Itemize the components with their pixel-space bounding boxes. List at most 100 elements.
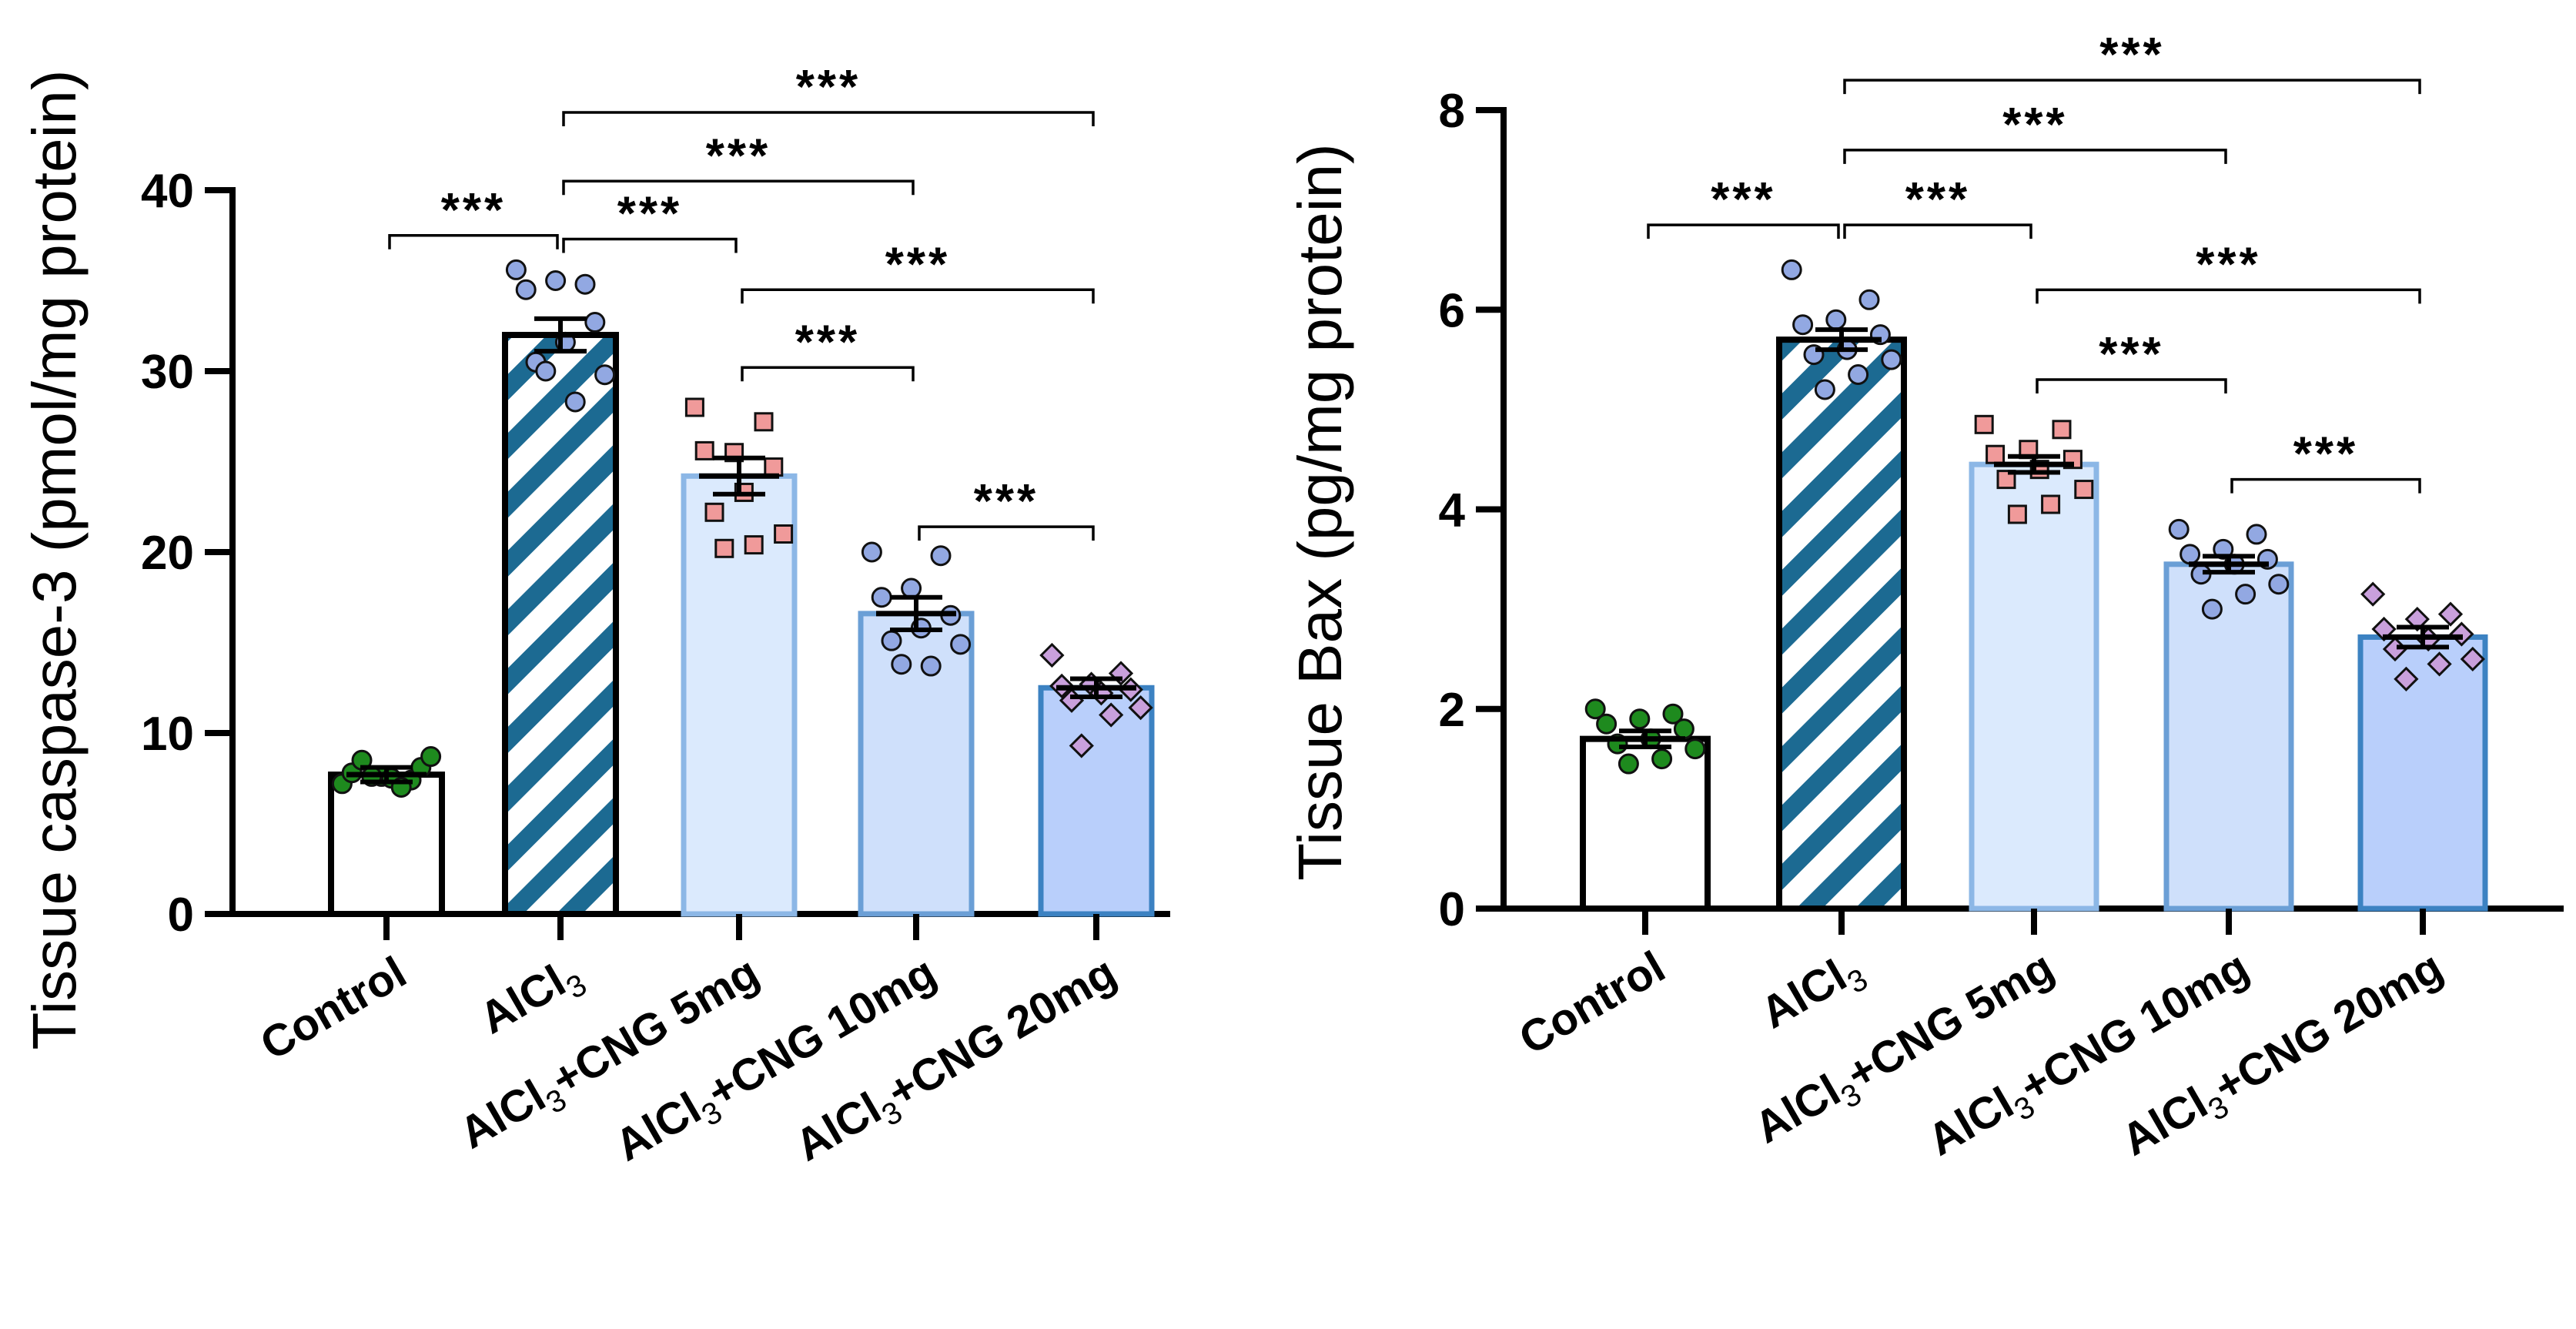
x-category-label: Control	[1510, 942, 1673, 1064]
significance-label: ***	[2293, 428, 2358, 481]
data-point	[1629, 708, 1651, 730]
data-point	[1684, 738, 1706, 760]
x-category-label: AlCl3	[471, 947, 592, 1050]
data-point	[1596, 713, 1618, 735]
data-point	[594, 364, 616, 386]
x-category-label: AlCl3	[1752, 942, 1873, 1045]
data-point	[1974, 414, 1994, 434]
data-point	[694, 440, 714, 460]
category-label-base: AlCl	[1919, 1077, 2022, 1165]
data-point	[584, 312, 606, 333]
data-point	[545, 270, 567, 291]
y-tick-label: 20	[141, 527, 194, 580]
significance-bracket	[1843, 149, 2227, 164]
x-category-label: AlCl3+CNG 20mg	[787, 947, 1128, 1177]
data-point	[774, 524, 794, 544]
category-label-base: AlCl	[471, 956, 574, 1043]
data-point	[2246, 524, 2267, 545]
significance-bracket	[562, 179, 915, 196]
data-point	[2201, 598, 2223, 620]
bax-panel: Tissue Bax (pg/mg protein) 0 2 4 6 8 Control Al…	[1286, 28, 2564, 1172]
y-axis-title: Tissue caspase-3 (pmol/mg protein)	[20, 69, 89, 1049]
significance-bracket	[741, 366, 915, 382]
significance-bracket	[562, 111, 1095, 126]
x-category-label: AlCl3+CNG 10mg	[607, 947, 948, 1177]
data-point	[1584, 698, 1606, 720]
data-point	[901, 577, 922, 599]
significance-label: ***	[1905, 173, 1970, 226]
data-point	[2180, 544, 2201, 565]
data-point	[420, 746, 442, 768]
data-point	[754, 412, 774, 432]
y-tick-label: 40	[141, 165, 194, 218]
data-point	[2007, 504, 2027, 524]
x-category-label: AlCl3+CNG 20mg	[2113, 942, 2454, 1172]
significance-bracket	[1843, 79, 2421, 95]
data-point	[714, 538, 734, 558]
data-point	[1618, 753, 1639, 775]
y-tick-label: 10	[141, 708, 194, 761]
y-tick-label: 4	[1439, 484, 1466, 537]
data-point	[891, 654, 912, 675]
bar	[1969, 461, 2099, 912]
data-point	[684, 397, 704, 417]
data-point	[920, 655, 942, 677]
y-tick-label: 8	[1439, 85, 1465, 138]
bar	[1038, 685, 1155, 917]
bar	[858, 611, 975, 917]
significance-label: ***	[617, 187, 682, 240]
data-point	[564, 391, 586, 413]
significance-bracket	[918, 525, 1095, 541]
y-tick-label: 0	[168, 889, 194, 942]
bar	[502, 332, 619, 917]
data-point	[1986, 444, 2006, 464]
data-point	[881, 630, 902, 651]
data-point	[1996, 470, 2016, 490]
bar	[1580, 735, 1711, 912]
category-label-base: AlCl	[2113, 1077, 2216, 1165]
category-label-base: AlCl	[607, 1083, 709, 1170]
data-point	[1651, 748, 1673, 770]
data-point	[1069, 733, 1094, 758]
data-point	[1662, 703, 1684, 725]
data-point	[2427, 651, 2452, 677]
significance-label: ***	[974, 475, 1039, 528]
significance-bracket	[2036, 288, 2421, 304]
data-point	[515, 279, 537, 300]
y-tick-label: 30	[141, 346, 194, 399]
y-tick-label: 2	[1439, 684, 1465, 737]
data-point	[1792, 314, 1814, 336]
data-point	[950, 634, 972, 655]
data-point	[744, 535, 764, 555]
category-label-base: Control	[1510, 942, 1673, 1064]
data-point	[2074, 480, 2094, 500]
y-tick-label: 6	[1439, 284, 1465, 337]
data-point	[1881, 349, 1902, 370]
y-axis-title: Tissue Bax (pg/mg protein)	[1286, 143, 1354, 880]
significance-bracket	[2036, 378, 2227, 393]
data-point	[2041, 494, 2061, 514]
x-category-label: AlCl3+CNG 10mg	[1919, 942, 2260, 1172]
data-point	[1825, 309, 1847, 330]
significance-label: ***	[2196, 238, 2260, 291]
significance-bracket	[741, 288, 1095, 304]
significance-label: ***	[1711, 173, 1775, 226]
data-point	[1673, 718, 1694, 740]
significance-bracket	[1647, 223, 1840, 239]
data-point	[1039, 642, 1065, 668]
data-point	[2268, 574, 2290, 595]
data-point	[2437, 601, 2464, 627]
caspase3-panel: Tissue caspase-3 (pmol/mg protein) 0 10 20 3…	[20, 61, 1170, 1177]
data-point	[871, 587, 892, 608]
data-point	[505, 259, 527, 280]
significance-bracket	[2230, 477, 2421, 494]
data-point	[2394, 666, 2419, 691]
significance-bracket	[388, 234, 559, 249]
significance-label: ***	[441, 184, 506, 237]
data-point	[535, 360, 557, 382]
data-point	[1781, 259, 1802, 280]
significance-label: ***	[795, 316, 860, 369]
data-point	[1814, 379, 1835, 400]
